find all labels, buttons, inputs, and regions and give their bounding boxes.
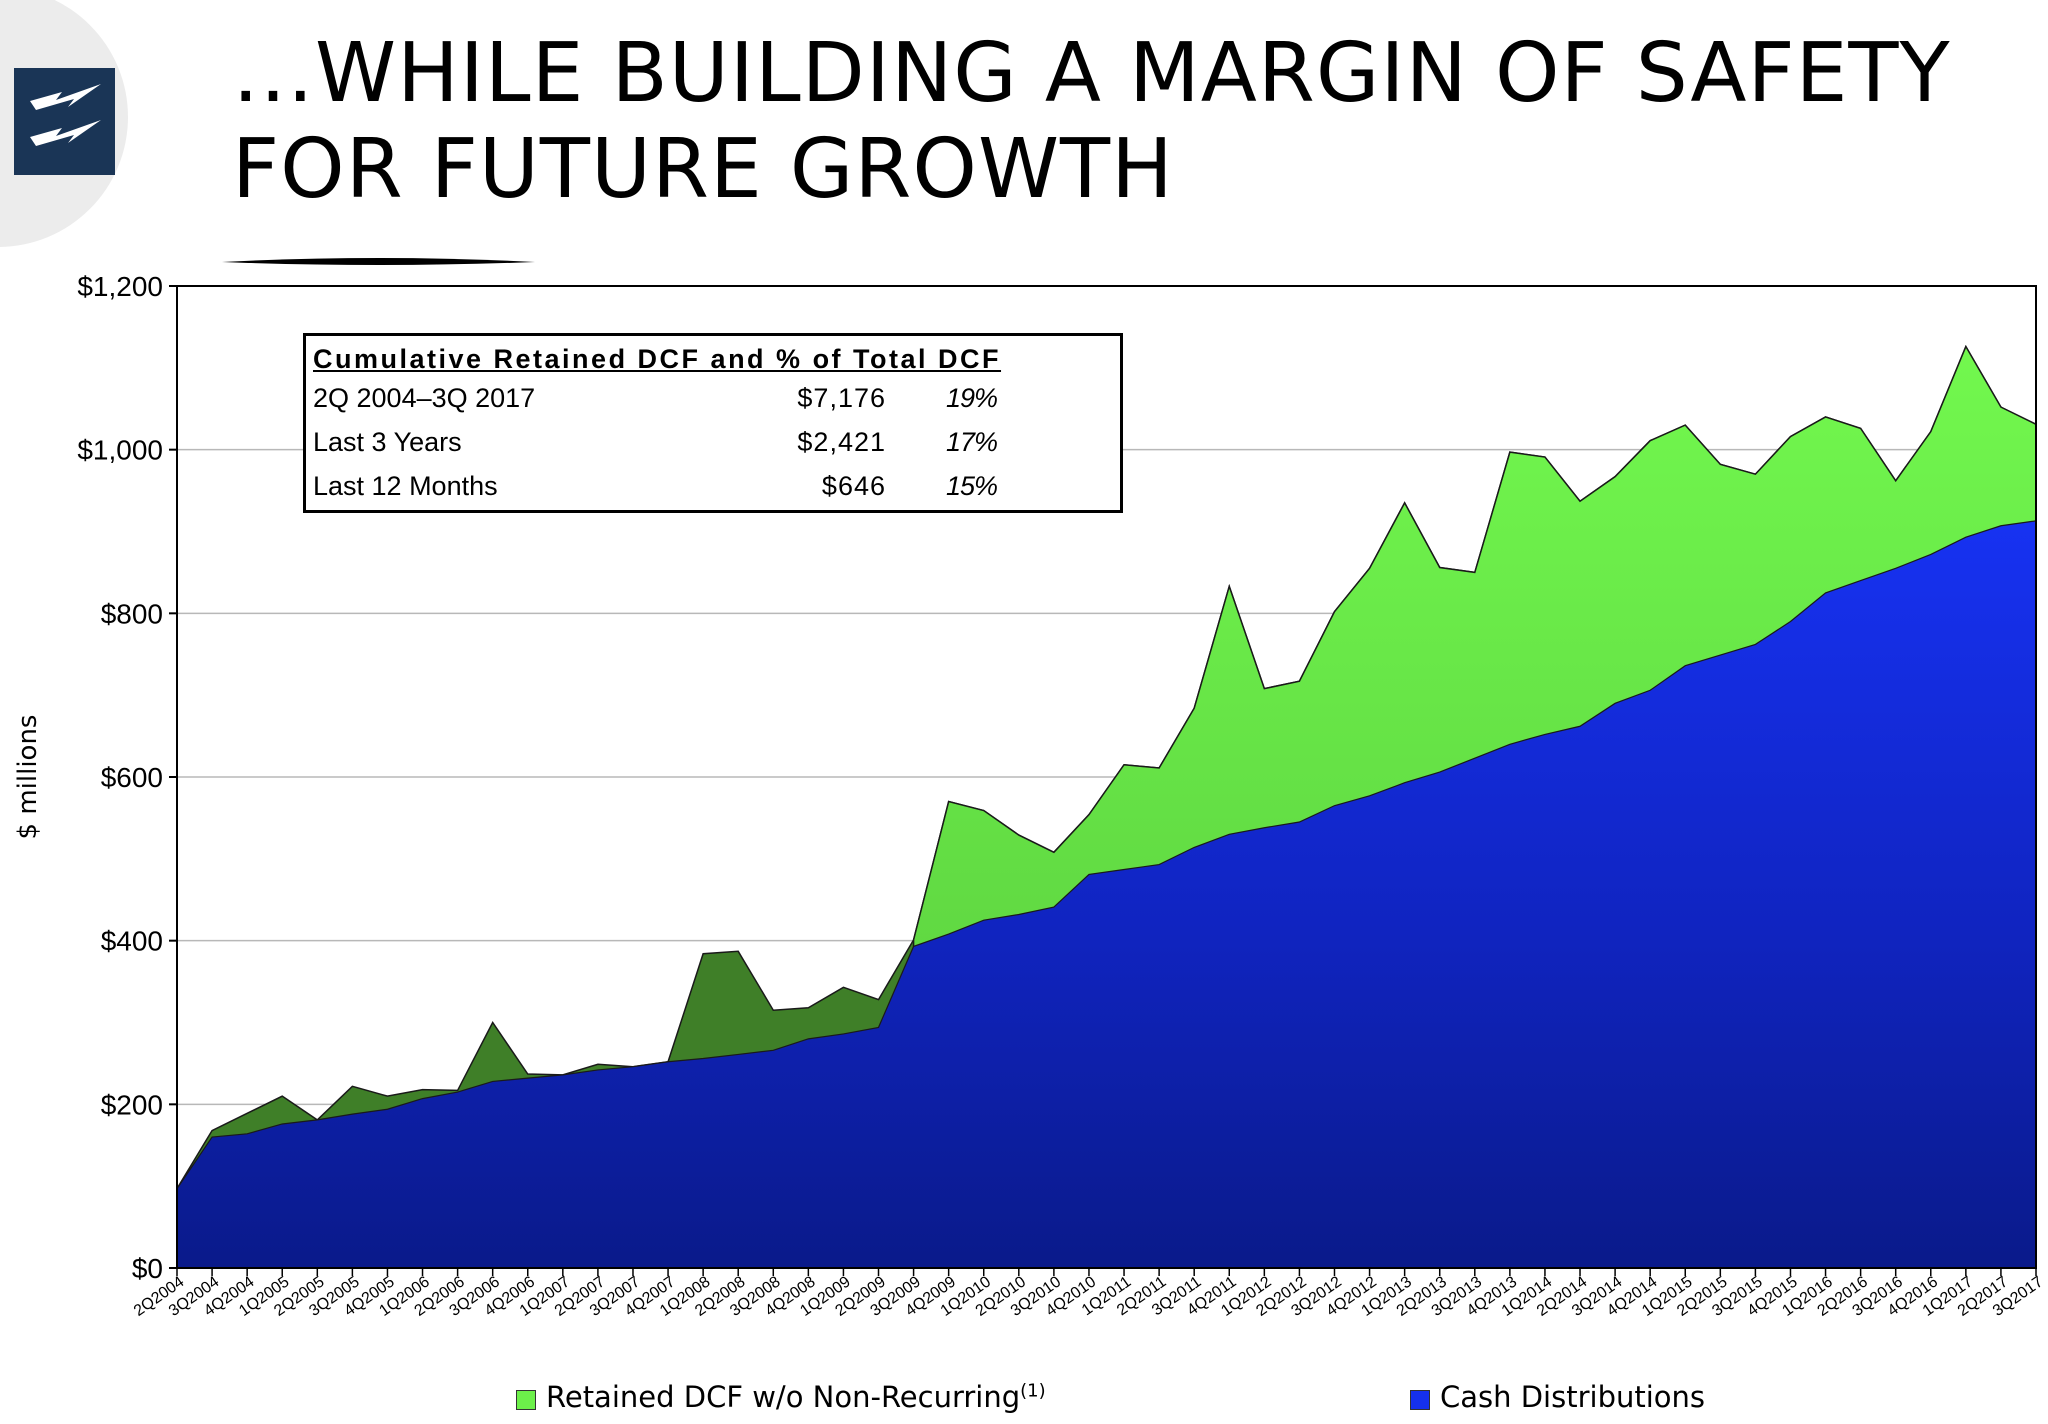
title-line-1: …WHILE BUILDING A MARGIN OF SAFETY bbox=[232, 26, 1951, 121]
row-amount: $646 bbox=[821, 471, 886, 501]
logo-bolt-lower bbox=[30, 120, 101, 146]
y-axis-ticks: $0 $200 $400 $600 $800 $1,000 $1,200 bbox=[77, 271, 177, 1284]
legend-swatch-retained bbox=[516, 1390, 536, 1410]
legend-label-distributions: Cash Distributions bbox=[1440, 1380, 1706, 1414]
y-axis-label: $ millions bbox=[13, 715, 43, 840]
legend-label-retained: Retained DCF w/o Non-Recurring bbox=[546, 1380, 1021, 1414]
y-tick-label: $400 bbox=[101, 926, 163, 957]
table-row: Last 12 Months $646 15% bbox=[306, 471, 1120, 515]
table-row: 2Q 2004–3Q 2017 $7,176 19% bbox=[306, 383, 1120, 427]
y-tick-label: $1,000 bbox=[77, 435, 163, 466]
row-percent: 15% bbox=[946, 471, 998, 501]
row-label: 2Q 2004–3Q 2017 bbox=[313, 383, 536, 413]
y-tick-label: $600 bbox=[101, 762, 163, 793]
legend-swatch-distributions bbox=[1410, 1390, 1430, 1410]
y-tick-label: $1,200 bbox=[77, 271, 163, 302]
logo-bolt-upper bbox=[30, 84, 101, 110]
y-tick-label: $200 bbox=[101, 1089, 163, 1120]
stacked-areas bbox=[176, 344, 2037, 1269]
legend-footnote-marker: (1) bbox=[1020, 1380, 1046, 1402]
x-axis-ticks: 2Q20043Q20044Q20041Q20052Q20053Q20054Q20… bbox=[131, 1268, 2046, 1320]
row-amount: $2,421 bbox=[797, 427, 886, 457]
y-tick-label: $0 bbox=[132, 1253, 163, 1284]
row-percent: 17% bbox=[946, 427, 998, 457]
title-underline-swoosh bbox=[222, 258, 535, 265]
table-heading: Cumulative Retained DCF and % of Total D… bbox=[313, 344, 1002, 374]
distributions-area bbox=[176, 520, 2037, 1269]
table-row: Last 3 Years $2,421 17% bbox=[306, 427, 1120, 471]
title-line-2: FOR FUTURE GROWTH bbox=[232, 122, 1174, 217]
cumulative-dcf-table: Cumulative Retained DCF and % of Total D… bbox=[303, 333, 1123, 513]
company-logo bbox=[0, 0, 170, 260]
slide-title: …WHILE BUILDING A MARGIN OF SAFETY FOR F… bbox=[232, 26, 2012, 218]
row-label: Last 12 Months bbox=[313, 471, 498, 501]
row-amount: $7,176 bbox=[797, 383, 886, 413]
row-percent: 19% bbox=[946, 383, 998, 413]
y-tick-label: $800 bbox=[101, 598, 163, 629]
row-label: Last 3 Years bbox=[313, 427, 462, 457]
